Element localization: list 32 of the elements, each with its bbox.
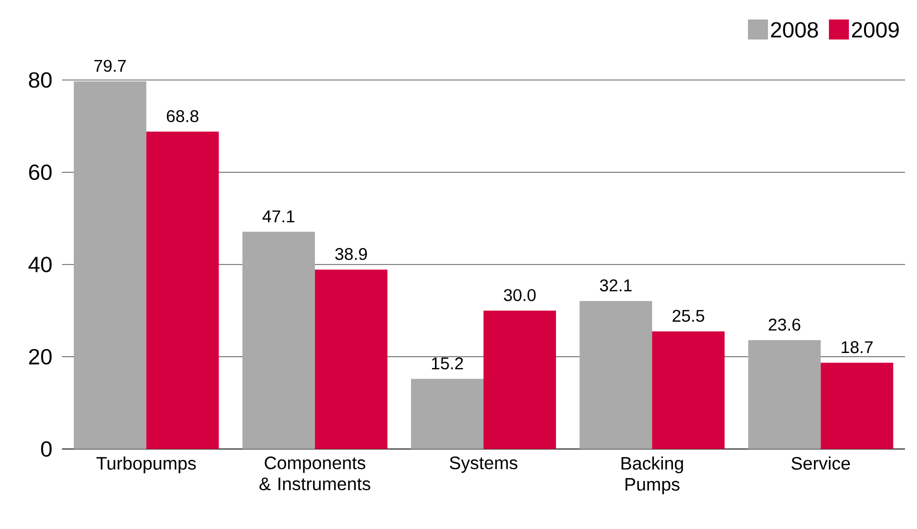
legend-label: 2008 [771,22,818,38]
bar [820,362,894,449]
x-tick-label: Service [792,456,850,470]
data-label: 30.0 [504,289,536,302]
data-label: 38.9 [335,248,367,260]
data-label: 47.1 [262,210,294,222]
y-tick-label: 60 [29,164,52,180]
x-tick-label: Components & Instruments [260,456,370,490]
legend-label: 2009 [852,22,899,38]
bar [74,81,146,449]
data-label: 18.7 [842,341,873,354]
y-tick-label: 20 [29,348,52,365]
x-tick-label: Backing Pumps [622,456,683,494]
bar [411,378,484,449]
bar [484,310,556,449]
data-label: 25.5 [672,310,704,322]
x-tick-label: Turbopumps [96,456,196,474]
y-tick-label: 0 [41,441,52,457]
bar [652,331,725,449]
bar [314,270,388,449]
bar [146,132,219,449]
x-tick-label: Systems [450,456,518,473]
data-label: 15.2 [432,357,463,370]
data-label: 23.6 [768,318,800,331]
data-label: 79.7 [94,60,126,72]
data-label: 68.8 [166,110,198,122]
bar [748,340,821,449]
bar [242,232,315,449]
bar [580,300,652,449]
y-tick-label: 40 [28,256,52,272]
y-tick-label: 80 [28,72,52,88]
data-label: 32.1 [600,279,632,292]
